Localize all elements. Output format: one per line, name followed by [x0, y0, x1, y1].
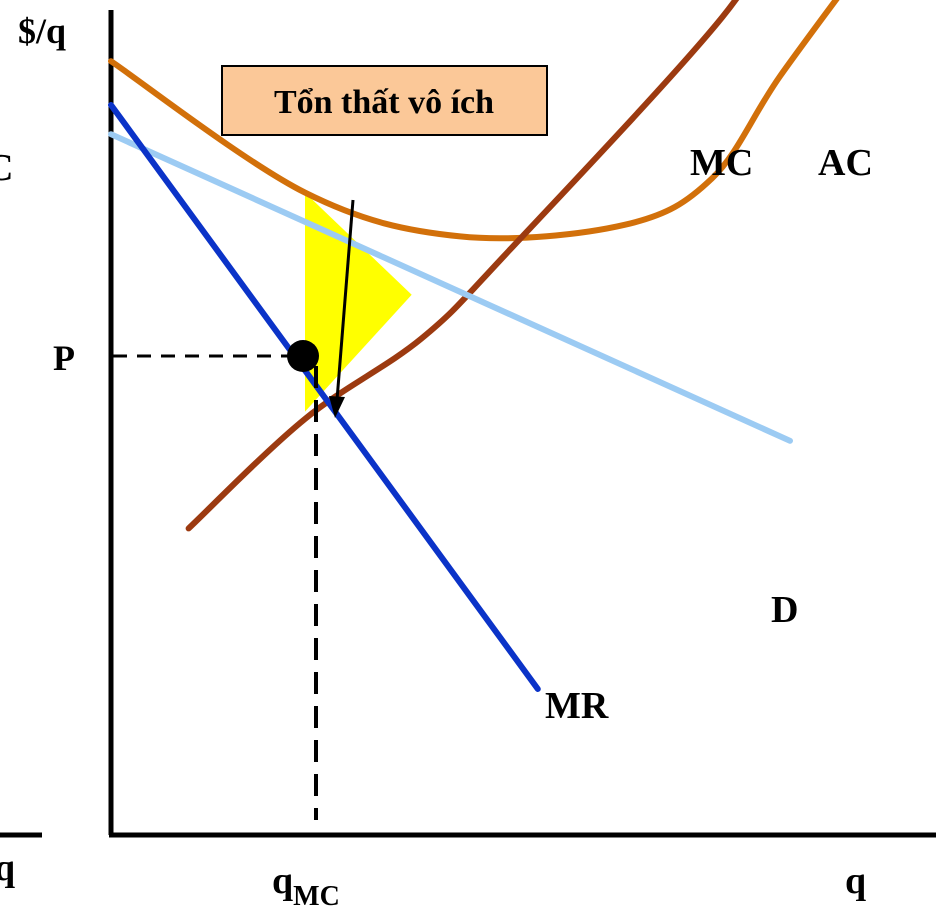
mc-curve	[185, 0, 740, 532]
demand-curve	[108, 131, 793, 444]
monopoly-point	[287, 340, 319, 372]
quantity-label-sub: MC	[293, 881, 340, 909]
price-label: P	[53, 338, 75, 378]
annotation-box	[221, 65, 548, 136]
annotation-text: Tổn thất vô ích	[274, 84, 494, 121]
annotation-arrow	[335, 199, 355, 401]
quantity-label: qMC	[272, 860, 340, 909]
series-label-ac: AC	[818, 142, 873, 184]
series-label-mc: MC	[690, 142, 753, 184]
annotation-arrowhead	[329, 396, 345, 418]
left-fragment-axis-label: q	[0, 847, 15, 889]
y-axis-label: $/q	[18, 11, 66, 51]
mr-curve	[108, 102, 541, 692]
deadweight-loss-area	[305, 192, 412, 412]
ac-curve	[108, 0, 840, 242]
series-label-mr: MR	[545, 685, 609, 727]
x-axis-label: q	[845, 860, 866, 902]
left-fragment-letter: C	[0, 147, 13, 189]
series-label-d: D	[771, 589, 798, 631]
quantity-label-main: q	[272, 860, 293, 902]
